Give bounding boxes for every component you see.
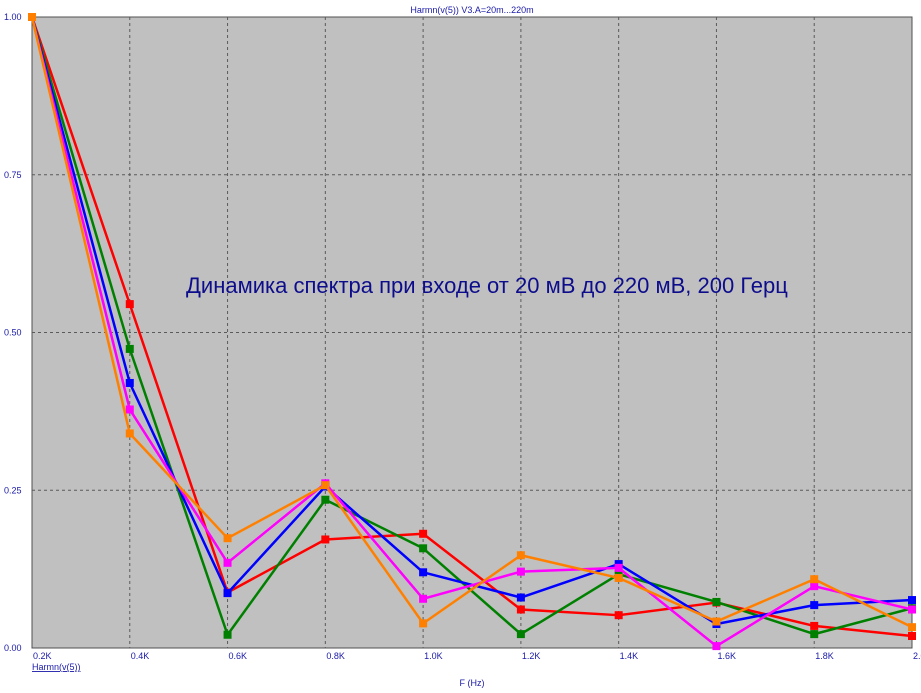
x-tick-label: 1.8K (815, 651, 834, 661)
data-point-marker (712, 642, 721, 651)
series-line (30, 16, 913, 636)
data-point-marker (516, 567, 525, 576)
data-point-marker (516, 630, 525, 639)
data-point-marker (321, 495, 330, 504)
data-point-marker (419, 594, 428, 603)
data-point-marker (614, 611, 623, 620)
data-point-marker (419, 568, 428, 577)
data-point-marker (614, 563, 623, 572)
data-point-marker (810, 630, 819, 639)
y-tick-label: 0.25 (4, 485, 22, 495)
chart-title: Harmn(v(5)) V3.A=20m...220m (410, 5, 533, 15)
data-point-marker (908, 596, 916, 605)
data-point-marker (810, 601, 819, 610)
x-tick-label: 1.0K (424, 651, 443, 661)
x-tick-label: 1.2K (522, 651, 541, 661)
y-tick-label: 0.50 (4, 328, 22, 338)
data-point-marker (908, 605, 916, 614)
data-point-marker (223, 589, 232, 598)
data-point-marker (28, 13, 36, 21)
y-tick-label: 0.00 (4, 643, 22, 653)
x-tick-label: 2.0K (913, 651, 921, 661)
x-tick-label: 1.4K (620, 651, 639, 661)
data-point-marker (223, 558, 232, 567)
x-tick-label: 0.6K (229, 651, 248, 661)
data-point-marker (712, 597, 721, 606)
data-point-marker (908, 632, 916, 641)
data-point-marker (614, 573, 623, 582)
x-tick-label: 0.4K (131, 651, 150, 661)
series-layer (28, 13, 916, 651)
data-point-marker (908, 623, 916, 632)
data-point-marker (810, 575, 819, 584)
x-tick-label: 1.6K (717, 651, 736, 661)
data-point-marker (125, 344, 134, 353)
x-axis-label: F (Hz) (460, 678, 485, 688)
data-point-marker (516, 605, 525, 614)
data-point-marker (125, 300, 134, 309)
y-tick-label: 1.00 (4, 12, 22, 22)
data-point-marker (419, 529, 428, 538)
legend-label-link[interactable]: Harmn(v(5)) (32, 662, 81, 672)
data-point-marker (419, 544, 428, 553)
data-point-marker (712, 617, 721, 626)
x-tick-label: 0.8K (326, 651, 345, 661)
tick-labels: 0.2K 0.4K 0.6K 0.8K 1.0K 1.2K 1.4K 1.6K 1.8K 2.0K… (4, 12, 921, 661)
data-point-marker (516, 551, 525, 560)
data-point-marker (125, 378, 134, 387)
data-point-marker (516, 593, 525, 602)
data-point-marker (810, 621, 819, 630)
data-point-marker (223, 630, 232, 639)
chart-annotation: Динамика спектра при входе от 20 мВ до 2… (186, 273, 788, 298)
data-point-marker (810, 582, 819, 591)
series-line (30, 16, 913, 629)
series-5 (28, 13, 916, 632)
data-point-marker (419, 619, 428, 628)
x-tick-label: 0.2K (33, 651, 52, 661)
data-point-marker (125, 429, 134, 438)
data-point-marker (321, 481, 330, 490)
data-point-marker (223, 534, 232, 543)
data-point-marker (321, 535, 330, 544)
data-point-marker (125, 405, 134, 414)
y-tick-label: 0.75 (4, 170, 22, 180)
